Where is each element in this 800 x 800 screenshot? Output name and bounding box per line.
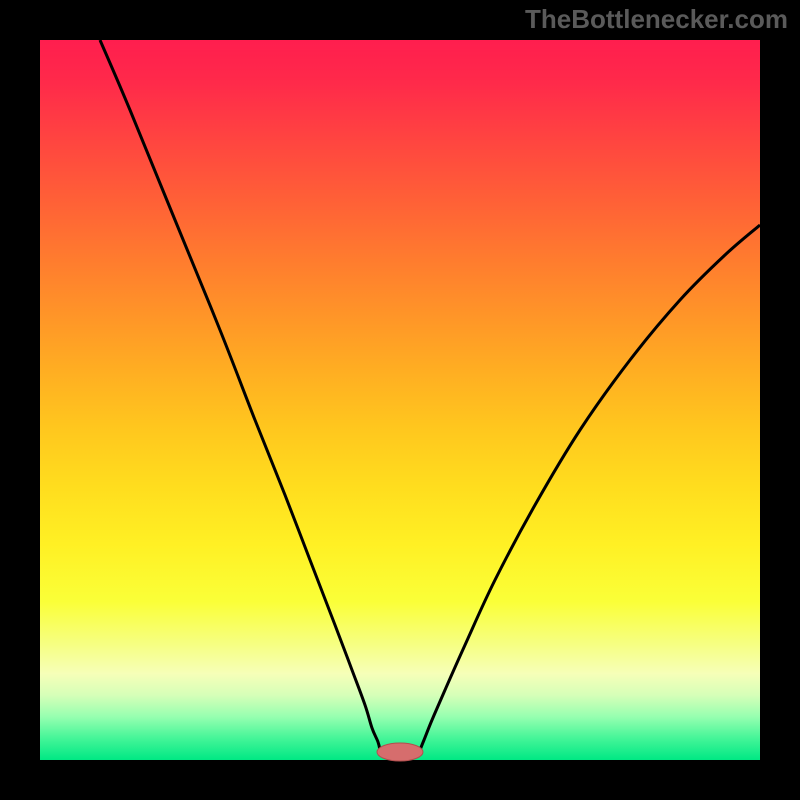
- bottleneck-chart: TheBottlenecker.com: [0, 0, 800, 800]
- watermark-text: TheBottlenecker.com: [525, 4, 788, 34]
- optimal-marker: [377, 743, 423, 761]
- plot-background: [40, 40, 760, 760]
- chart-root: TheBottlenecker.com: [0, 0, 800, 800]
